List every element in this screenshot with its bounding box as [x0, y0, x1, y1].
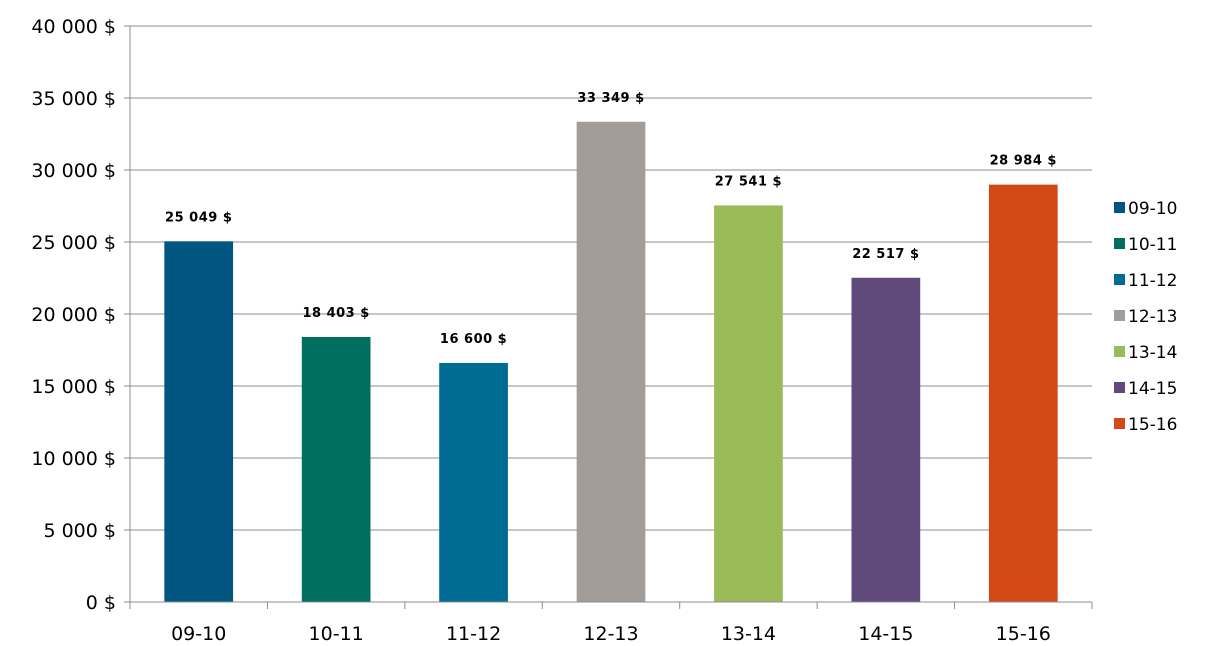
bar-13-14 [714, 205, 783, 602]
data-label-15-16: 28 984 $ [990, 154, 1057, 169]
data-label-09-10: 25 049 $ [165, 210, 232, 225]
x-tick-label-15-16: 15-16 [996, 623, 1051, 645]
legend-label-15-16: 15-16 [1128, 415, 1177, 435]
bars [164, 121, 1058, 602]
legend-swatch-09-10 [1114, 202, 1125, 213]
legend-label-14-15: 14-15 [1128, 379, 1177, 399]
data-label-14-15: 22 517 $ [852, 247, 919, 262]
x-tick-label-09-10: 09-10 [171, 623, 226, 645]
legend-swatch-13-14 [1114, 346, 1125, 357]
legend-swatch-11-12 [1114, 274, 1125, 285]
legend-swatch-10-11 [1114, 238, 1125, 249]
legend-label-13-14: 13-14 [1128, 343, 1177, 363]
bar-11-12 [439, 362, 508, 602]
legend-swatch-15-16 [1114, 418, 1125, 429]
y-tick-label: 40 000 $ [31, 16, 116, 38]
bar-14-15 [851, 277, 921, 602]
axes [124, 25, 1093, 609]
y-tick-label: 30 000 $ [31, 160, 116, 182]
y-tick-label: 25 000 $ [31, 232, 116, 254]
legend-swatch-14-15 [1114, 382, 1125, 393]
bar-09-10 [164, 241, 234, 602]
data-label-11-12: 16 600 $ [440, 332, 507, 347]
bar-10-11 [301, 336, 371, 602]
x-tick-label-13-14: 13-14 [721, 623, 776, 645]
bar-15-16 [988, 184, 1058, 602]
x-tick-label-11-12: 11-12 [446, 623, 501, 645]
legend: 09-10 10-11 11-12 12-13 13-14 14-15 15-16 [1114, 199, 1177, 435]
data-label-12-13: 33 349 $ [577, 91, 644, 106]
x-tick-label-10-11: 10-11 [309, 623, 364, 645]
x-axis-tick-labels: 09-10 10-11 11-12 12-13 13-14 14-15 15-16 [171, 623, 1051, 645]
data-label-13-14: 27 541 $ [715, 174, 782, 189]
data-labels: 25 049 $ 18 403 $ 16 600 $ 33 349 $ 27 541 $… [165, 91, 1057, 347]
legend-swatch-12-13 [1114, 310, 1125, 321]
y-tick-label: 5 000 $ [43, 520, 116, 542]
y-tick-label: 35 000 $ [31, 88, 116, 110]
legend-label-10-11: 10-11 [1128, 235, 1177, 255]
bar-12-13 [576, 121, 646, 602]
legend-label-12-13: 12-13 [1128, 307, 1177, 327]
x-tick-label-14-15: 14-15 [858, 623, 913, 645]
data-label-10-11: 18 403 $ [302, 306, 369, 321]
y-tick-label: 15 000 $ [31, 376, 116, 398]
y-tick-label: 0 $ [86, 592, 116, 614]
legend-label-09-10: 09-10 [1128, 199, 1177, 219]
y-tick-label: 10 000 $ [31, 448, 116, 470]
x-tick-label-12-13: 12-13 [583, 623, 638, 645]
y-axis-tick-labels: 0 $ 5 000 $ 10 000 $ 15 000 $ 20 000 $ 25 000… [31, 16, 116, 614]
legend-label-11-12: 11-12 [1128, 271, 1177, 291]
y-tick-label: 20 000 $ [31, 304, 116, 326]
